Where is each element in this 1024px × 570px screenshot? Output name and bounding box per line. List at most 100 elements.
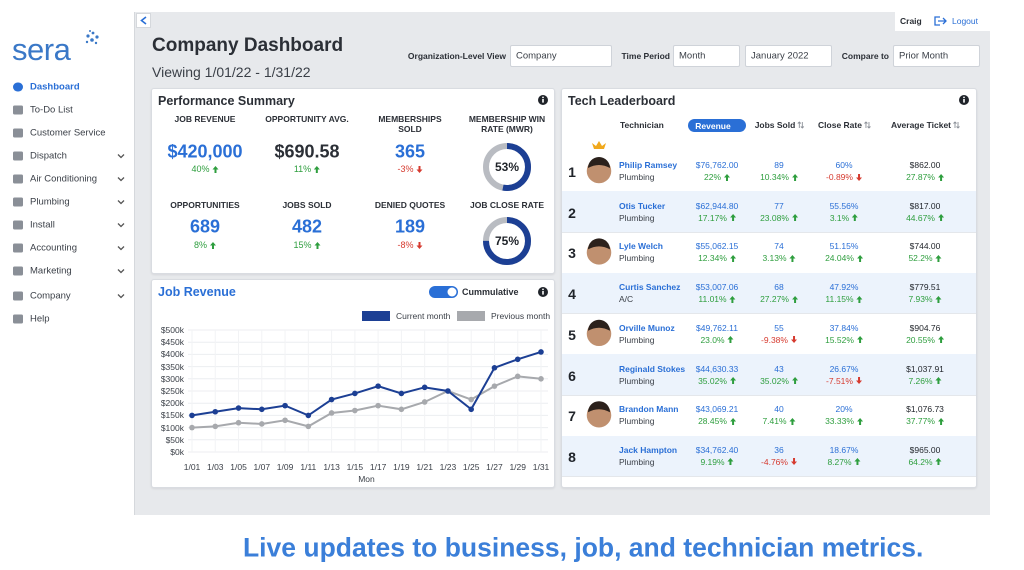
- change-value: 33.33%: [825, 416, 854, 427]
- change-value: 10.34%: [760, 172, 789, 182]
- x-tick-label: 1/17: [369, 462, 387, 472]
- technician-name[interactable]: Brandon Mann: [619, 404, 679, 415]
- cell-value: $862.00: [909, 160, 941, 170]
- x-tick-label: 1/31: [532, 462, 550, 472]
- column-header: Technician: [620, 120, 664, 130]
- x-tick-label: 1/05: [230, 462, 247, 472]
- down-arrow: [416, 241, 423, 249]
- x-tick-label: 1/21: [416, 462, 433, 472]
- filter-label: Compare to: [841, 51, 889, 61]
- change-value: 27.87%: [906, 172, 935, 182]
- change-indicator: -3%: [397, 164, 423, 174]
- change-indicator: 23.08%: [760, 213, 798, 223]
- column-header[interactable]: Revenue: [695, 120, 731, 131]
- down-arrow: [790, 336, 797, 344]
- change-value: 3.1%: [829, 212, 850, 223]
- up-arrow: [935, 458, 942, 466]
- column-header[interactable]: Jobs Sold: [754, 120, 796, 130]
- change-indicator: 17.17%: [698, 213, 736, 223]
- x-tick-label: 1/07: [253, 462, 271, 472]
- metric-label: MEMBERSHIP WIN RATE (MWR): [468, 114, 546, 134]
- change-value: 7.26%: [908, 375, 933, 386]
- up-arrow: [856, 336, 863, 344]
- nav-item[interactable]: Plumbing: [30, 196, 70, 208]
- nav-item[interactable]: Dashboard: [30, 81, 80, 93]
- x-tick-label: 1/27: [486, 462, 503, 472]
- row-highlight: [562, 354, 976, 395]
- change-indicator: 28.45%: [698, 416, 736, 426]
- row-highlight: [562, 435, 976, 477]
- up-arrow: [789, 417, 796, 425]
- technician-name[interactable]: Orville Munoz: [619, 322, 675, 333]
- nav-icon: [13, 291, 23, 301]
- nav-item[interactable]: Dispatch: [30, 150, 67, 162]
- up-arrow: [724, 173, 731, 181]
- technician-name[interactable]: Reginald Stokes: [619, 363, 686, 374]
- up-arrow: [856, 295, 863, 303]
- column-header[interactable]: Close Rate: [818, 120, 862, 130]
- technician-name[interactable]: Otis Tucker: [619, 200, 666, 211]
- nav-item[interactable]: Marketing: [30, 265, 72, 277]
- nav-item[interactable]: Install: [30, 219, 55, 231]
- rank: 3: [568, 245, 576, 262]
- change-value: -0.89%: [826, 172, 853, 182]
- change-value: 35.02%: [760, 375, 789, 386]
- change-indicator: 7.41%: [762, 416, 796, 426]
- nav-item[interactable]: Accounting: [30, 242, 78, 254]
- logout-link[interactable]: Logout: [952, 16, 978, 26]
- collapse-button[interactable]: [136, 13, 151, 28]
- select-box[interactable]: [745, 45, 832, 67]
- chevron-icon: [117, 294, 125, 299]
- column-header[interactable]: Average Ticket: [890, 120, 952, 130]
- cell-value: 47.92%: [829, 282, 859, 293]
- select-box[interactable]: [893, 45, 980, 67]
- sort-pill[interactable]: [688, 119, 746, 132]
- up-arrow: [937, 173, 944, 181]
- nav-item[interactable]: To-Do List: [30, 104, 73, 116]
- rank: 6: [568, 367, 576, 384]
- change-value: 15.52%: [825, 334, 854, 345]
- up-arrow: [937, 336, 944, 344]
- metric-value: $690.58: [274, 141, 340, 162]
- change-indicator: 15%: [293, 240, 321, 250]
- nav-item[interactable]: Air Conditioning: [30, 173, 98, 185]
- change-value: -3%: [397, 164, 414, 174]
- change-value: -9.38%: [761, 334, 788, 345]
- cell-value: $53,007.06: [695, 282, 739, 293]
- change-indicator: -4.76%: [761, 457, 797, 467]
- change-value: 20.55%: [906, 334, 935, 345]
- nav-item[interactable]: Customer Service: [30, 127, 106, 139]
- cell-value: 43: [774, 363, 784, 374]
- technician-name[interactable]: Lyle Welch: [619, 241, 663, 252]
- card-title: Tech Leaderboard: [568, 94, 676, 108]
- cell-value: $55,062.15: [695, 241, 739, 252]
- technician-name[interactable]: Philip Ramsey: [619, 160, 678, 170]
- metric-label: JOB CLOSE RATE: [470, 200, 544, 210]
- metric-label: DENIED QUOTES: [374, 200, 446, 210]
- up-arrow: [854, 458, 861, 466]
- technician-name[interactable]: Jack Hampton: [619, 444, 678, 455]
- up-arrow: [852, 214, 859, 222]
- technician-trade: Plumbing: [619, 416, 655, 427]
- nav-item[interactable]: Company: [30, 290, 71, 302]
- x-tick-label: 1/09: [276, 462, 294, 472]
- chevron-icon: [117, 177, 125, 182]
- change-indicator: 40%: [191, 164, 219, 174]
- cell-value: 77: [774, 200, 784, 211]
- up-arrow: [210, 241, 217, 249]
- technician-name[interactable]: Curtis Sanchez: [619, 282, 681, 293]
- change-indicator: 10.34%: [760, 172, 798, 182]
- change-indicator: 8.27%: [827, 457, 861, 467]
- up-arrow: [935, 254, 942, 262]
- up-arrow: [729, 295, 736, 303]
- cell-value: $76,762.00: [695, 160, 739, 170]
- change-indicator: 64.2%: [908, 457, 942, 467]
- down-arrow: [416, 165, 423, 173]
- select-box[interactable]: [673, 45, 740, 67]
- card-title: Job Revenue: [158, 285, 236, 299]
- nav-item[interactable]: Help: [30, 313, 50, 325]
- change-indicator: 27.87%: [906, 172, 944, 182]
- select-box[interactable]: [510, 45, 612, 67]
- change-indicator: 33.33%: [825, 416, 863, 426]
- change-indicator: -9.38%: [761, 335, 797, 345]
